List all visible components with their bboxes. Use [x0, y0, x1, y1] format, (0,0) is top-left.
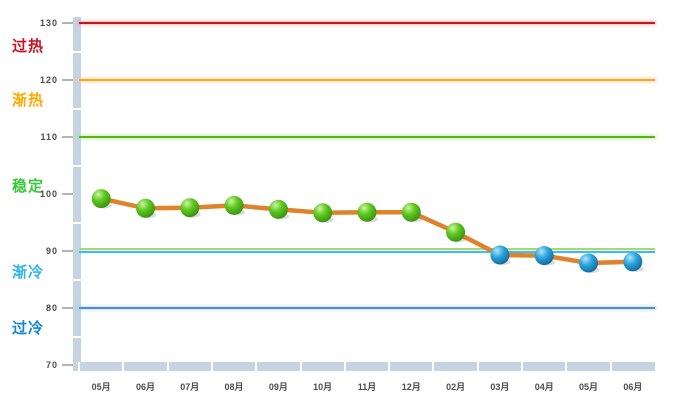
x-tick-label: 03月 — [490, 382, 510, 392]
axis-band-gap — [73, 335, 81, 338]
zone-label-warming: 渐热 — [12, 92, 45, 109]
y-tick-mark — [62, 193, 73, 195]
data-point-marker-03月[interactable] — [490, 245, 510, 265]
axis-band-gap — [255, 362, 258, 371]
axis-band-gap — [565, 362, 568, 371]
x-tick-label: 11月 — [357, 382, 377, 392]
y-tick-label: 80 — [45, 303, 58, 313]
y-tick-mark — [62, 79, 73, 81]
axis-band-gap — [73, 50, 81, 53]
x-tick-label: 04月 — [534, 382, 554, 392]
zone-label-stable: 稳定 — [12, 178, 45, 195]
y-tick-label: 110 — [40, 132, 58, 142]
data-point-marker-02月[interactable] — [446, 222, 466, 242]
y-tick-label: 90 — [45, 246, 58, 256]
x-tick-label: 06月 — [623, 382, 643, 392]
x-tick-label: 09月 — [268, 382, 288, 392]
data-point-marker-10月[interactable] — [313, 203, 333, 223]
data-point-marker-05月[interactable] — [579, 253, 598, 273]
y-tick-mark — [62, 307, 73, 309]
zone-boundary-line-90 — [79, 251, 655, 253]
zone-boundary-line-110 — [79, 136, 655, 138]
data-point-marker-04月[interactable] — [534, 246, 554, 266]
axis-band-gap — [210, 362, 213, 371]
data-point-marker-06月[interactable] — [136, 198, 155, 218]
zone-label-overcooled: 过冷 — [12, 320, 45, 337]
y-axis-band — [73, 17, 81, 371]
axis-band-gap — [299, 362, 302, 371]
zone-boundary-line-120 — [79, 79, 655, 81]
y-tick-mark — [62, 250, 73, 252]
axis-band-gap — [78, 362, 80, 371]
zone-boundary-line-80 — [79, 307, 655, 309]
axis-band-gap — [166, 362, 169, 371]
axis-band-gap — [343, 362, 346, 371]
x-tick-label: 07月 — [180, 382, 200, 392]
y-tick-label: 100 — [39, 189, 58, 199]
data-point-marker-06月[interactable] — [623, 252, 643, 272]
axis-band-gap — [521, 362, 524, 371]
x-axis-band — [73, 362, 655, 371]
x-tick-label: 05月 — [579, 382, 599, 392]
data-point-marker-08月[interactable] — [224, 195, 244, 215]
zone-label-overheated: 过热 — [12, 38, 45, 55]
axis-band-gap — [476, 362, 479, 371]
axis-band-gap — [432, 362, 435, 371]
data-point-marker-09月[interactable] — [268, 199, 288, 219]
x-tick-label: 10月 — [313, 382, 333, 392]
x-tick-label: 06月 — [135, 382, 155, 392]
y-tick-label: 130 — [39, 18, 58, 28]
y-tick-label: 70 — [45, 360, 58, 370]
axis-band-gap — [73, 278, 81, 281]
y-tick-label: 120 — [39, 75, 58, 85]
x-tick-label: 05月 — [91, 382, 111, 392]
axis-band-gap — [388, 362, 391, 371]
data-point-marker-12月[interactable] — [401, 202, 421, 222]
y-tick-mark — [62, 364, 73, 366]
y-tick-mark — [62, 22, 73, 24]
axis-band-gap — [73, 221, 81, 224]
y-tick-mark — [62, 136, 73, 138]
x-tick-label: 08月 — [224, 382, 244, 392]
axis-band-gap — [73, 164, 81, 167]
x-tick-label: 02月 — [446, 382, 466, 392]
x-tick-label: 12月 — [401, 382, 421, 392]
data-point-marker-05月[interactable] — [91, 189, 111, 209]
data-point-marker-11月[interactable] — [357, 202, 377, 222]
axis-band-gap — [609, 362, 612, 371]
zone-label-cooling: 渐冷 — [12, 264, 45, 281]
data-point-marker-07月[interactable] — [180, 198, 200, 218]
zone-boundary-line-90 — [79, 248, 655, 250]
zone-boundary-line-130 — [79, 22, 655, 24]
axis-band-gap — [73, 107, 81, 110]
axis-band-gap — [122, 362, 125, 371]
